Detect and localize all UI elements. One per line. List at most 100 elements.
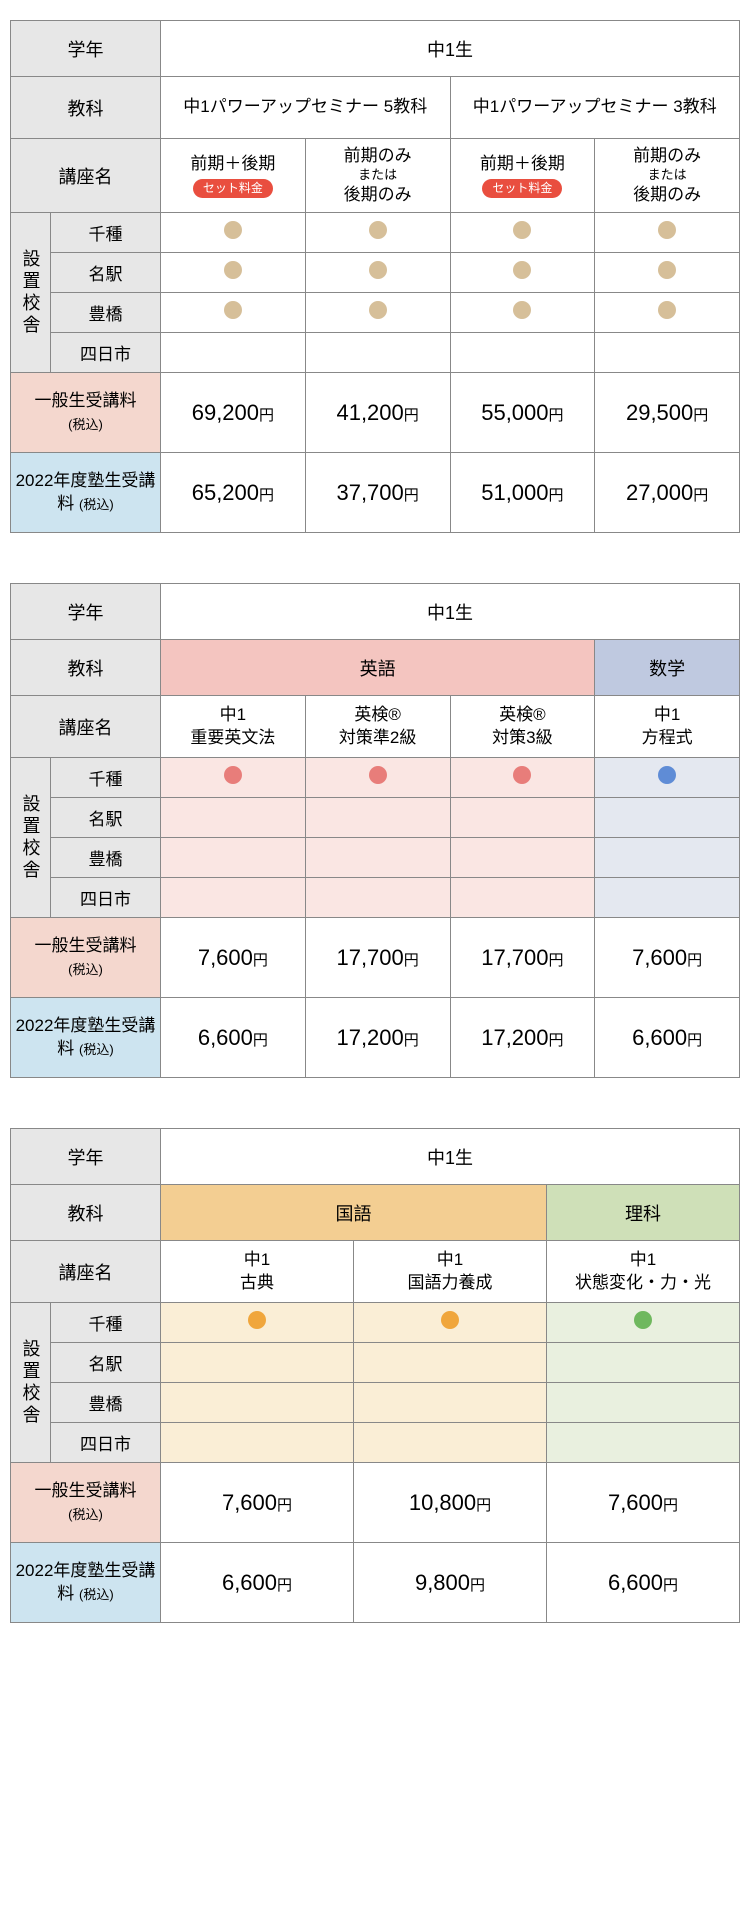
price-cell: 51,000円 — [450, 453, 595, 533]
availability-cell — [161, 1423, 354, 1463]
price-cell: 41,200円 — [305, 373, 450, 453]
price-cell: 7,600円 — [595, 918, 740, 998]
campus-name: 四日市 — [51, 333, 161, 373]
campus-name: 豊橋 — [51, 838, 161, 878]
availability-dot-icon — [513, 221, 531, 239]
price-cell: 17,200円 — [305, 998, 450, 1078]
availability-cell — [595, 878, 740, 918]
availability-dot-icon — [224, 301, 242, 319]
availability-dot-icon — [224, 221, 242, 239]
availability-dot-icon — [513, 766, 531, 784]
course-name: 中1状態変化・力・光 — [547, 1241, 740, 1303]
availability-cell — [161, 1343, 354, 1383]
price-cell: 37,700円 — [305, 453, 450, 533]
availability-dot-icon — [369, 221, 387, 239]
fee-member-header: 2022年度塾生受講料 (税込) — [11, 1543, 161, 1623]
campus-name: 名駅 — [51, 253, 161, 293]
price-cell: 7,600円 — [161, 918, 306, 998]
availability-dot-icon — [658, 221, 676, 239]
price-cell: 6,600円 — [547, 1543, 740, 1623]
course-title: 中1パワーアップセミナー 5教科 — [161, 77, 451, 139]
price-cell: 17,200円 — [450, 998, 595, 1078]
availability-cell — [450, 293, 595, 333]
subject-math: 数学 — [595, 640, 740, 696]
availability-cell — [305, 758, 450, 798]
price-cell: 7,600円 — [161, 1463, 354, 1543]
availability-cell — [161, 798, 306, 838]
price-cell: 29,500円 — [595, 373, 740, 453]
availability-dot-icon — [658, 766, 676, 784]
availability-cell — [595, 798, 740, 838]
availability-cell — [595, 838, 740, 878]
price-cell: 10,800円 — [354, 1463, 547, 1543]
availability-dot-icon — [658, 261, 676, 279]
availability-cell — [595, 253, 740, 293]
availability-dot-icon — [224, 766, 242, 784]
plan-label: 前期＋後期 セット料金 — [450, 139, 595, 213]
set-badge: セット料金 — [482, 179, 562, 199]
price-cell: 27,000円 — [595, 453, 740, 533]
plan-label: 前期のみ または 後期のみ — [595, 139, 740, 213]
campus-name: 名駅 — [51, 1343, 161, 1383]
availability-cell — [161, 878, 306, 918]
plan-label: 前期＋後期 セット料金 — [161, 139, 306, 213]
availability-cell — [161, 1383, 354, 1423]
campus-name: 四日市 — [51, 1423, 161, 1463]
price-cell: 17,700円 — [450, 918, 595, 998]
price-cell: 6,600円 — [161, 998, 306, 1078]
campus-header: 設置校舎 — [11, 213, 51, 373]
course-name: 中1古典 — [161, 1241, 354, 1303]
availability-cell — [450, 878, 595, 918]
subject-header: 教科 — [11, 1185, 161, 1241]
price-cell: 6,600円 — [595, 998, 740, 1078]
campus-name: 千種 — [51, 758, 161, 798]
availability-cell — [595, 758, 740, 798]
campus-rows-3: 設置校舎千種名駅豊橋四日市 — [11, 1303, 740, 1463]
availability-dot-icon — [513, 261, 531, 279]
price-cell: 6,600円 — [161, 1543, 354, 1623]
pricing-table-3: 学年 中1生 教科 国語 理科 講座名 中1古典 中1国語力養成 中1状態変化・… — [10, 1128, 740, 1623]
availability-cell — [450, 838, 595, 878]
subject-header: 教科 — [11, 640, 161, 696]
course-name: 中1国語力養成 — [354, 1241, 547, 1303]
availability-cell — [305, 253, 450, 293]
subject-japanese: 国語 — [161, 1185, 547, 1241]
pricing-table-1: 学年 中1生 教科 中1パワーアップセミナー 5教科 中1パワーアップセミナー … — [10, 20, 740, 533]
plan-label: 前期のみ または 後期のみ — [305, 139, 450, 213]
price-cell: 9,800円 — [354, 1543, 547, 1623]
availability-dot-icon — [441, 1311, 459, 1329]
grade-value: 中1生 — [161, 584, 740, 640]
availability-cell — [450, 798, 595, 838]
availability-cell — [354, 1303, 547, 1343]
fee-general-header: 一般生受講料(税込) — [11, 918, 161, 998]
availability-dot-icon — [369, 301, 387, 319]
grade-header: 学年 — [11, 584, 161, 640]
availability-cell — [161, 1303, 354, 1343]
campus-header: 設置校舎 — [11, 1303, 51, 1463]
course-header: 講座名 — [11, 139, 161, 213]
price-cell: 7,600円 — [547, 1463, 740, 1543]
availability-cell — [450, 213, 595, 253]
fee-member-header: 2022年度塾生受講料 (税込) — [11, 453, 161, 533]
campus-name: 豊橋 — [51, 1383, 161, 1423]
availability-dot-icon — [369, 261, 387, 279]
subject-english: 英語 — [161, 640, 595, 696]
pricing-table-2: 学年 中1生 教科 英語 数学 講座名 中1重要英文法 英検®対策準2級 英検®… — [10, 583, 740, 1078]
availability-cell — [305, 878, 450, 918]
availability-cell — [161, 333, 306, 373]
availability-cell — [547, 1343, 740, 1383]
subject-header: 教科 — [11, 77, 161, 139]
price-cell: 55,000円 — [450, 373, 595, 453]
fee-general-header: 一般生受講料(税込) — [11, 1463, 161, 1543]
campus-name: 千種 — [51, 1303, 161, 1343]
availability-dot-icon — [658, 301, 676, 319]
availability-cell — [161, 293, 306, 333]
grade-header: 学年 — [11, 1129, 161, 1185]
grade-value: 中1生 — [161, 21, 740, 77]
availability-cell — [305, 333, 450, 373]
grade-header: 学年 — [11, 21, 161, 77]
fee-member-header: 2022年度塾生受講料 (税込) — [11, 998, 161, 1078]
price-cell: 69,200円 — [161, 373, 306, 453]
availability-dot-icon — [513, 301, 531, 319]
availability-cell — [305, 213, 450, 253]
